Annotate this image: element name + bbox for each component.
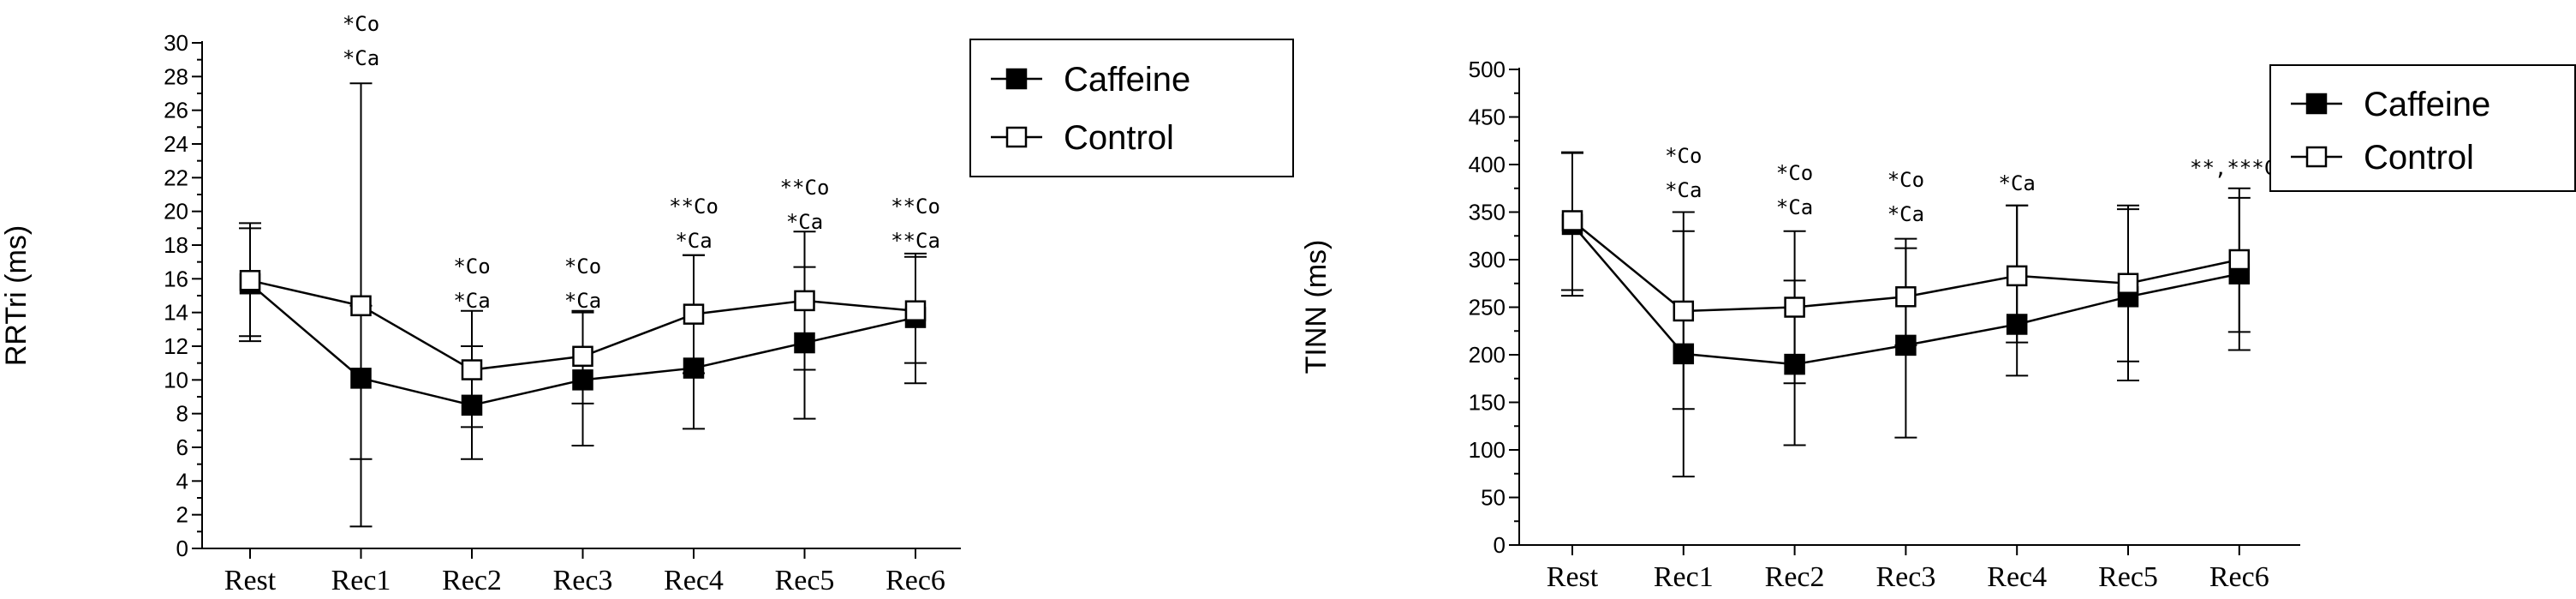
significance-annotation: *Co [1776,161,1813,185]
legend-label: Control [2364,139,2474,177]
x-tick-label: Rec6 [886,565,945,596]
y-tick-label: 26 [164,98,188,123]
x-tick-label: Rec6 [2209,561,2269,593]
y-axis-title: RRTri (ms) [0,225,33,366]
significance-annotation: *Co [1887,168,1924,192]
data-point-control [2006,265,2028,287]
y-tick-label: 350 [1469,200,1506,225]
y-tick-label: 500 [1469,57,1506,82]
legend-marker [2305,93,2328,115]
series-control [239,227,927,460]
y-tick-label: 28 [164,63,188,89]
x-tick-label: Rec2 [1765,561,1825,593]
legend-label: Control [1064,119,1174,157]
data-point-control [1561,210,1583,231]
significance-annotation: *Ca [675,229,712,253]
significance-annotation: **Ca [891,229,940,253]
data-point-control [350,295,372,317]
significance-annotation: *Ca [564,289,601,313]
y-tick-label: 16 [164,266,188,291]
data-point-control [904,300,927,321]
y-tick-label: 22 [164,165,188,190]
legend-marker [1005,126,1028,148]
x-tick-label: Rest [224,565,277,596]
significance-annotation: *Ca [343,46,379,70]
legend-box [2269,64,2576,192]
data-point-control [239,270,261,291]
y-tick-label: 250 [1469,295,1506,320]
data-point-control [1895,286,1917,308]
chart-2: 0 50 100 150 200 250 300 350 400 450 500 Rest Rec1 Re… [1300,57,2576,593]
data-point-control [2117,273,2139,294]
y-tick-label: 0 [176,536,188,561]
data-point-control [461,359,483,380]
y-tick-label: 150 [1469,390,1506,416]
legend-marker [1005,68,1028,90]
y-tick-label: 400 [1469,152,1506,177]
x-tick-label: Rec1 [331,565,391,596]
x-tick-label: Rec3 [553,565,613,596]
x-tick-label: Rec3 [1875,561,1935,593]
x-tick-label: Rest [1547,561,1599,593]
x-tick-label: Rec5 [775,565,835,596]
y-tick-label: 20 [164,199,188,225]
y-tick-label: 18 [164,232,188,258]
legend-marker [2305,146,2328,168]
significance-annotation: **Co [780,176,830,200]
x-tick-label: Rec2 [442,565,502,596]
significance-annotation: *Co [343,12,379,36]
y-tick-label: 100 [1469,437,1506,463]
y-tick-label: 6 [176,434,188,460]
legend-label: Caffeine [1064,61,1190,99]
data-point-control [683,303,705,325]
significance-annotation: *Ca [1999,171,2036,195]
y-tick-label: 200 [1469,342,1506,368]
significance-annotation: *Co [453,255,490,279]
y-tick-label: 450 [1469,105,1506,130]
y-tick-label: 14 [164,300,188,326]
y-tick-label: 10 [164,367,188,392]
significance-annotation: **Co [891,195,940,219]
legend: Caffeine Control [969,39,1294,177]
y-tick-label: 0 [1494,532,1506,558]
y-tick-label: 12 [164,333,188,359]
significance-annotation: *Ca [1665,178,1702,202]
data-point-control [1784,297,1805,318]
y-tick-label: 300 [1469,247,1506,273]
significance-annotation: **Co [669,195,719,219]
significance-annotation: *Ca [1887,202,1924,226]
data-point-control [2228,249,2251,271]
y-axis-title: TINN (ms) [1300,240,1333,374]
legend-box [969,39,1294,177]
legend: Caffeine Control [2269,64,2576,192]
data-point-control [794,290,815,312]
series-control [1561,151,2251,410]
y-tick-label: 24 [164,131,188,157]
data-point-control [572,345,593,368]
y-tick-label: 2 [176,502,188,528]
significance-annotation: *Ca [786,210,823,234]
significance-annotation: *Co [564,255,601,279]
x-tick-label: Rec4 [1987,561,2047,593]
y-tick-label: 30 [164,30,188,56]
y-tick-label: 4 [176,468,188,494]
y-tick-label: 8 [176,401,188,427]
x-tick-label: Rec4 [664,565,724,596]
significance-annotation: *Co [1665,144,1702,168]
x-tick-label: Rec1 [1654,561,1714,593]
x-tick-label: Rec5 [2098,561,2158,593]
y-tick-label: 50 [1481,485,1506,511]
legend-label: Caffeine [2364,86,2490,123]
significance-annotation: *Ca [453,289,490,313]
data-point-control [1673,300,1695,322]
significance-annotation: *Ca [1776,195,1813,219]
